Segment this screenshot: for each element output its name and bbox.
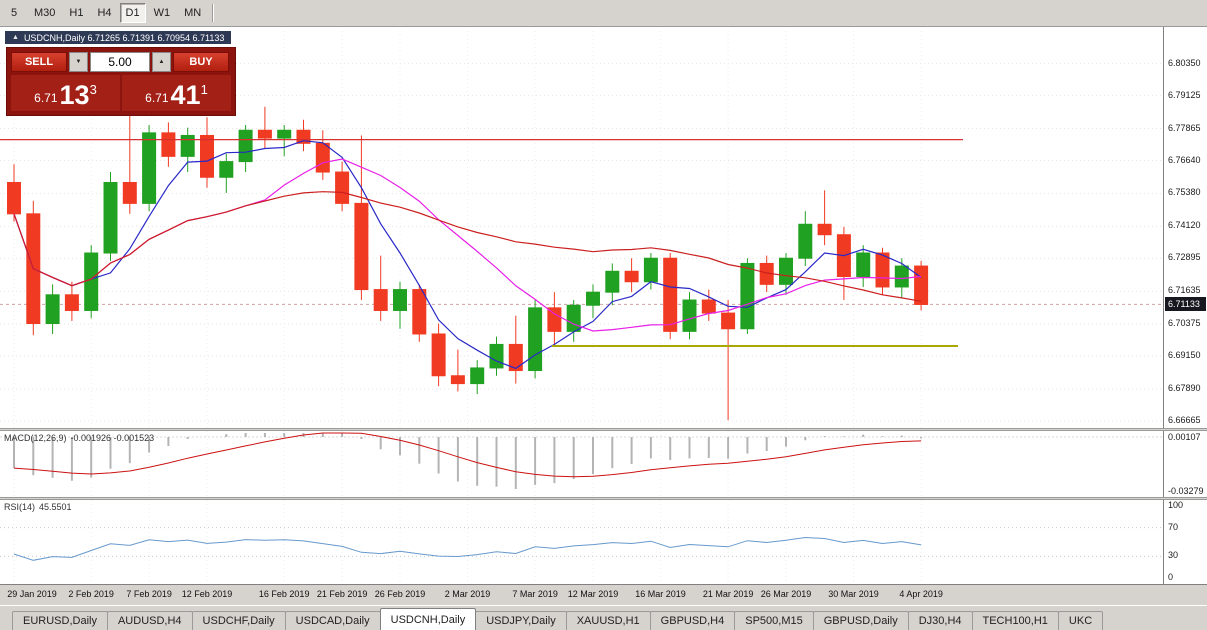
tab-usdchf-daily[interactable]: USDCHF,Daily [191, 611, 286, 630]
buy-price-sup: 1 [200, 82, 208, 97]
buy-price-prefix: 6.71 [145, 91, 169, 105]
tf-button-w1[interactable]: W1 [153, 7, 171, 19]
tab-ukc[interactable]: UKC [1057, 611, 1104, 630]
price-tick: 6.67890 [1168, 383, 1201, 394]
sell-price-main: 13 [59, 80, 90, 110]
date-tick: 29 Jan 2019 [7, 589, 57, 599]
macd-axis-max: 0.00107 [1168, 432, 1201, 442]
rsi-axis-tick: 100 [1168, 500, 1184, 510]
tab-usdcnh-daily[interactable]: USDCNH,Daily [379, 608, 477, 630]
tf-button-5[interactable]: 5 [10, 7, 18, 19]
tab-audusd-h4[interactable]: AUDUSD,H4 [106, 611, 193, 630]
buy-price-main: 41 [170, 80, 201, 110]
tab-tech100-h1[interactable]: TECH100,H1 [971, 611, 1059, 630]
rsi-axis-tick: 30 [1168, 550, 1179, 561]
buy-price-display[interactable]: 6.71 41 1 [122, 75, 231, 111]
macd-chart-canvas[interactable] [0, 431, 1163, 497]
one-click-trading-widget: SELL ▼ ▲ BUY 6.71 13 3 [6, 47, 236, 116]
tab-eurusd-daily[interactable]: EURUSD,Daily [12, 611, 108, 630]
macd-panel[interactable]: MACD(12,26,9) -0.001926 -0.001523 [0, 431, 1163, 497]
buy-button[interactable]: BUY [173, 52, 229, 72]
price-tick: 6.75380 [1168, 187, 1201, 198]
price-tick: 6.69150 [1168, 350, 1201, 361]
tab-sp500-m15[interactable]: SP500,M15 [734, 611, 814, 630]
chevron-down-icon: ▼ [75, 59, 82, 65]
sell-button[interactable]: SELL [11, 52, 67, 72]
volume-input[interactable] [90, 52, 150, 72]
date-tick: 2 Mar 2019 [444, 589, 491, 599]
date-tick: 26 Feb 2019 [374, 589, 426, 599]
chart-title-bar: ▲ USDCNH,Daily 6.71265 6.71391 6.70954 6… [5, 31, 232, 44]
rsi-axis-tick: 0 [1168, 572, 1174, 582]
chevron-up-icon: ▲ [158, 59, 165, 65]
price-tick: 6.79125 [1168, 89, 1201, 100]
tab-gbpusd-h4[interactable]: GBPUSD,H4 [649, 611, 736, 630]
price-tick: 6.66665 [1168, 415, 1201, 426]
chart-title: USDCNH,Daily 6.71265 6.71391 6.70954 6.7… [23, 32, 225, 43]
macd-values: -0.001926 -0.001523 [70, 433, 155, 443]
main-chart-panel[interactable]: ▲ USDCNH,Daily 6.71265 6.71391 6.70954 6… [0, 27, 1163, 428]
sell-price-display[interactable]: 6.71 13 3 [11, 75, 120, 111]
volume-decrease-button[interactable]: ▼ [69, 52, 88, 72]
tf-button-d1[interactable]: D1 [119, 3, 146, 23]
date-tick: 7 Feb 2019 [126, 589, 172, 599]
date-tick: 4 Apr 2019 [899, 589, 943, 599]
panel-splitter[interactable] [0, 497, 1207, 500]
price-tick: 6.74120 [1168, 220, 1201, 231]
chart-tabs-bar: EURUSD,Daily AUDUSD,H4 USDCHF,Daily USDCAD,… [0, 605, 1207, 630]
current-price-tag: 6.71133 [1165, 297, 1206, 312]
time-axis[interactable]: 29 Jan 2019 2 Feb 2019 7 Feb 2019 12 Feb 20… [0, 584, 1207, 605]
panel-splitter[interactable] [0, 428, 1207, 431]
rsi-panel[interactable]: RSI(14) 45.5501 [0, 500, 1163, 584]
trade-controls-row: SELL ▼ ▲ BUY [11, 52, 231, 72]
timeframe-toolbar: 5 M30 H1 H4 D1 W1 MN [0, 0, 1207, 27]
tab-usdcad-daily[interactable]: USDCAD,Daily [284, 611, 381, 630]
price-tick: 6.76640 [1168, 154, 1201, 165]
tab-dj30-h4[interactable]: DJ30,H4 [907, 611, 973, 630]
volume-increase-button[interactable]: ▲ [152, 52, 171, 72]
rsi-axis-tick: 70 [1168, 521, 1179, 532]
tf-button-h1[interactable]: H1 [69, 7, 84, 19]
rsi-name: RSI(14) [4, 502, 36, 512]
date-tick: 12 Mar 2019 [567, 589, 619, 599]
date-tick: 7 Mar 2019 [512, 589, 558, 599]
tf-button-h4[interactable]: H4 [97, 7, 112, 19]
macd-name: MACD(12,26,9) [4, 433, 67, 443]
trade-prices-row: 6.71 13 3 6.71 41 1 [11, 75, 231, 111]
macd-axis-min: -0.03279 [1168, 486, 1204, 496]
date-tick: 16 Feb 2019 [258, 589, 310, 599]
date-tick: 12 Feb 2019 [181, 589, 233, 599]
price-axis[interactable]: 6.80350 6.79125 6.77865 6.76640 6.75380 6.741… [1163, 27, 1207, 584]
date-tick: 26 Mar 2019 [760, 589, 812, 599]
tf-button-mn[interactable]: MN [184, 7, 202, 19]
date-tick: 2 Feb 2019 [68, 589, 114, 599]
triangle-icon: ▲ [12, 34, 19, 41]
date-tick: 21 Feb 2019 [316, 589, 368, 599]
macd-label: MACD(12,26,9) -0.001926 -0.001523 [4, 433, 154, 443]
tab-usdjpy-daily[interactable]: USDJPY,Daily [475, 611, 567, 630]
price-tick: 6.77865 [1168, 122, 1201, 133]
toolbar-separator [212, 4, 215, 22]
chart-region: ▲ USDCNH,Daily 6.71265 6.71391 6.70954 6… [0, 27, 1207, 605]
sell-price-prefix: 6.71 [34, 91, 58, 105]
price-tick: 6.70375 [1168, 318, 1201, 329]
tab-gbpusd-daily[interactable]: GBPUSD,Daily [812, 611, 909, 630]
tf-button-m30[interactable]: M30 [34, 7, 56, 19]
rsi-chart-canvas[interactable] [0, 500, 1163, 584]
rsi-value: 45.5501 [39, 502, 72, 512]
rsi-label: RSI(14) 45.5501 [4, 502, 72, 512]
price-tick: 6.72895 [1168, 252, 1201, 263]
sell-price-sup: 3 [89, 82, 97, 97]
price-tick: 6.71635 [1168, 285, 1201, 296]
date-tick: 16 Mar 2019 [635, 589, 686, 599]
date-tick: 21 Mar 2019 [702, 589, 754, 599]
candlestick-chart-canvas[interactable] [0, 31, 1163, 428]
tab-xauusd-h1[interactable]: XAUUSD,H1 [565, 611, 651, 630]
price-tick: 6.80350 [1168, 57, 1201, 68]
date-tick: 30 Mar 2019 [828, 589, 879, 599]
